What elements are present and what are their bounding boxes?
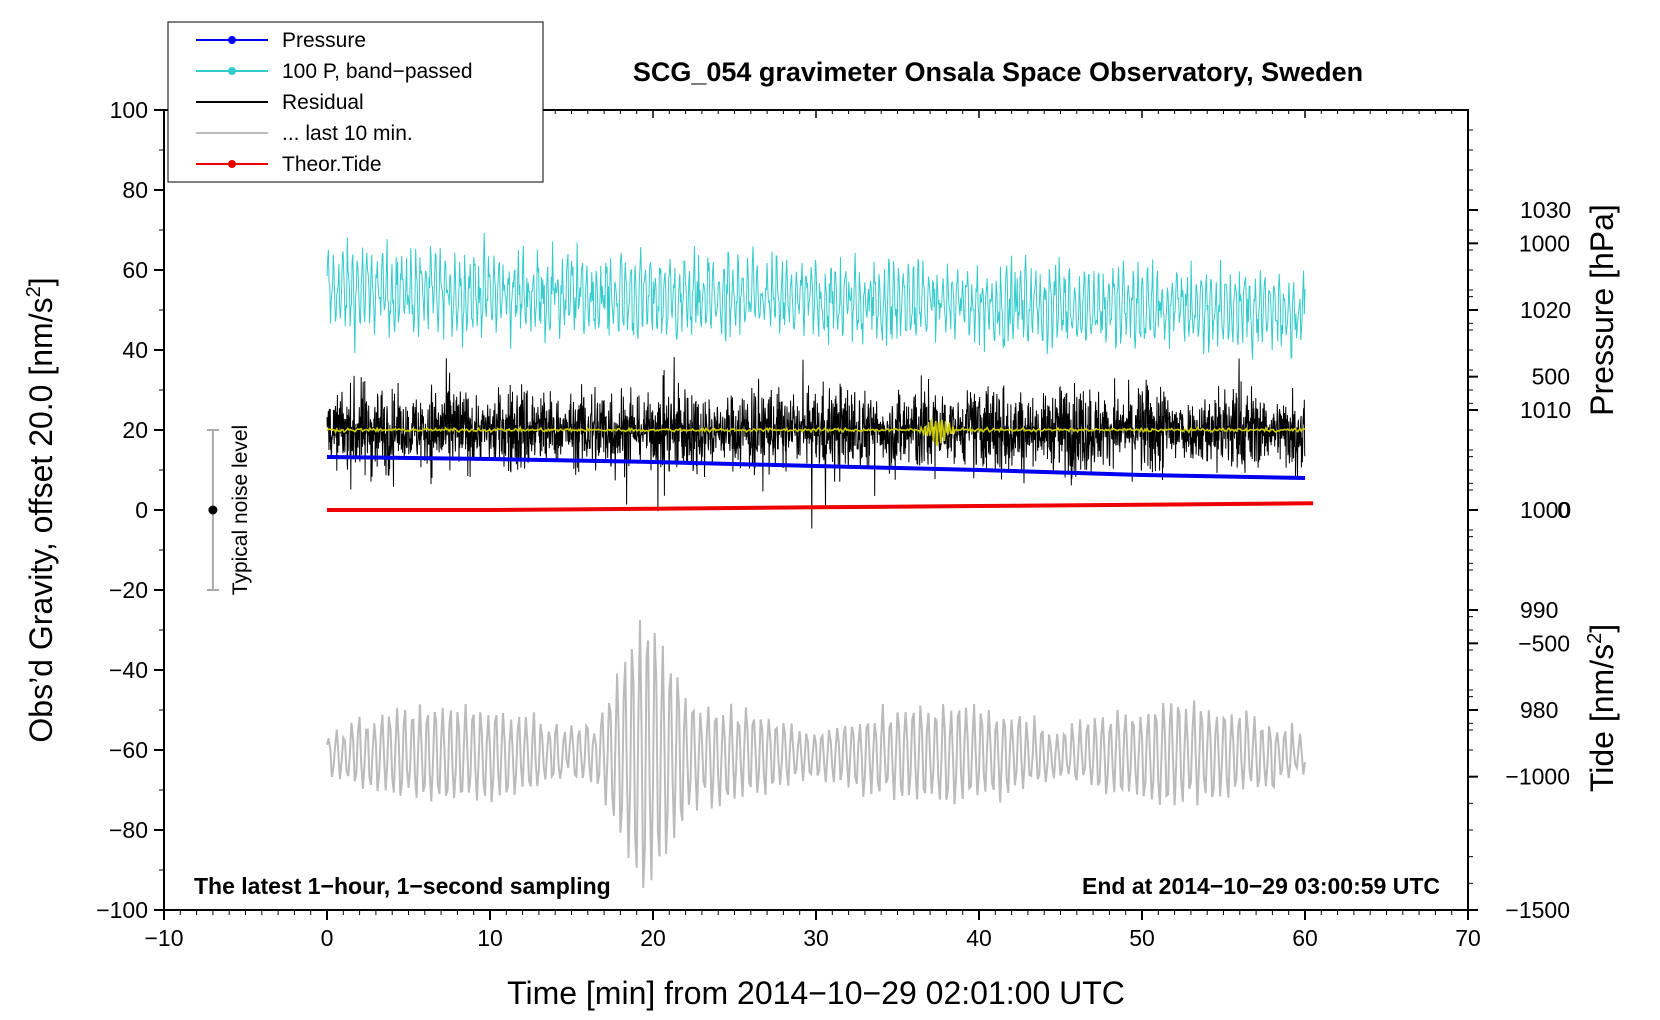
tide-tick-label: 1000 xyxy=(1519,230,1570,256)
legend-label: 100 P, band−passed xyxy=(282,60,473,83)
left-tick-label: −60 xyxy=(109,737,148,763)
noise-level-label: Typical noise level xyxy=(229,425,252,595)
legend-label: ... last 10 min. xyxy=(282,122,413,145)
x-tick-label: 60 xyxy=(1292,925,1318,951)
legend-label: Theor.Tide xyxy=(282,153,382,176)
left-axis-label-end: ] xyxy=(23,277,59,286)
left-tick-label: −80 xyxy=(109,817,148,843)
x-axis-ticks: −10 0 10 20 30 40 50 60 70 xyxy=(144,110,1481,951)
legend-swatch-dot xyxy=(228,36,236,44)
plot-data-layer xyxy=(326,233,1314,889)
pressure-tick-label: 980 xyxy=(1520,697,1558,723)
chart-title: SCG_054 gravimeter Onsala Space Observat… xyxy=(633,57,1363,87)
noise-level-dot xyxy=(208,505,218,515)
noise-level-marker: Typical noise level xyxy=(206,425,252,595)
x-tick-label: −10 xyxy=(144,925,183,951)
legend-swatch-dot xyxy=(228,160,236,168)
pressure-axis-label: Pressure [hPa] xyxy=(1584,204,1620,416)
x-tick-label: 0 xyxy=(321,925,334,951)
series-residual-smoothed-line xyxy=(326,418,1306,446)
legend-swatch-dot xyxy=(228,67,236,75)
legend-label: Residual xyxy=(282,91,364,114)
left-axis-label: Obs’d Gravity, offset 20.0 [nm/s2] xyxy=(23,277,59,742)
left-tick-label: 40 xyxy=(122,337,148,363)
tide-tick-label: 0 xyxy=(1557,497,1570,523)
series-theoretical-tide-line xyxy=(327,501,1314,512)
tide-axis-label: Tide [nm/s2] xyxy=(1584,624,1620,792)
tide-axis-label-end: ] xyxy=(1584,624,1620,633)
left-tick-label: 20 xyxy=(122,417,148,443)
tide-axis-label-sup: 2 xyxy=(1584,633,1606,644)
annotation-sampling: The latest 1−hour, 1−second sampling xyxy=(194,873,611,899)
x-tick-label: 70 xyxy=(1455,925,1481,951)
left-axis-ticks: 100 80 60 40 20 0 −20 −40 −60 −80 −100 xyxy=(96,97,164,923)
left-axis-label-main: Obs’d Gravity, offset 20.0 [nm/s xyxy=(23,297,59,742)
tide-tick-label: −1000 xyxy=(1505,764,1570,790)
x-tick-label: 30 xyxy=(803,925,829,951)
left-axis-label-sup: 2 xyxy=(23,286,45,297)
legend-label: Pressure xyxy=(282,29,366,52)
left-tick-label: −40 xyxy=(109,657,148,683)
tide-tick-label: −1500 xyxy=(1505,897,1570,923)
x-tick-label: 40 xyxy=(966,925,992,951)
legend: Pressure 100 P, band−passed Residual ... la… xyxy=(167,21,544,183)
x-tick-label: 10 xyxy=(477,925,503,951)
series-last-10-min-line xyxy=(326,620,1306,889)
x-tick-label: 50 xyxy=(1129,925,1155,951)
left-tick-label: 100 xyxy=(110,97,148,123)
pressure-tick-label: 1000 xyxy=(1520,497,1571,523)
x-tick-label: 20 xyxy=(640,925,666,951)
pressure-tick-label: 1020 xyxy=(1520,297,1571,323)
tide-tick-label: 500 xyxy=(1532,364,1570,390)
pressure-tick-label: 1030 xyxy=(1520,197,1571,223)
left-tick-label: −100 xyxy=(96,897,148,923)
left-tick-label: 60 xyxy=(122,257,148,283)
left-tick-label: 80 xyxy=(122,177,148,203)
series-pressure-line xyxy=(326,455,1306,480)
annotation-end-time: End at 2014−10−29 03:00:59 UTC xyxy=(1082,873,1440,899)
pressure-axis-ticks: 1030 1020 1010 1000 990 980 xyxy=(1468,129,1571,751)
tide-axis-ticks: 1000 500 0 −500 −1000 −1500 xyxy=(1468,230,1570,923)
left-tick-label: −20 xyxy=(109,577,148,603)
tide-tick-label: −500 xyxy=(1518,630,1570,656)
left-tick-label: 0 xyxy=(135,497,148,523)
x-axis-label: Time [min] from 2014−10−29 02:01:00 UTC xyxy=(507,975,1125,1011)
pressure-tick-label: 1010 xyxy=(1520,397,1571,423)
series-bandpassed-pressure-line xyxy=(326,233,1306,360)
tide-axis-label-main: Tide [nm/s xyxy=(1584,644,1620,792)
pressure-tick-label: 990 xyxy=(1520,597,1558,623)
